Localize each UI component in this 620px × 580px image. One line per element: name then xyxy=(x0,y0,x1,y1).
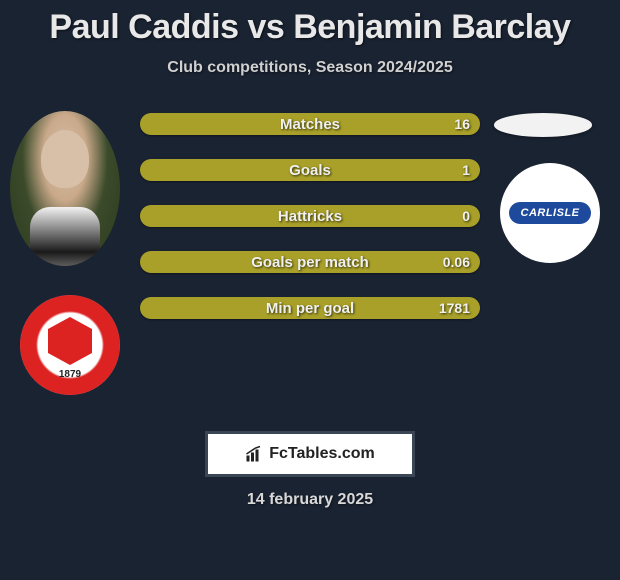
stat-value-right: 16 xyxy=(454,113,470,135)
player-left-photo xyxy=(10,111,120,266)
stat-value-right: 0 xyxy=(462,205,470,227)
page-title: Paul Caddis vs Benjamin Barclay xyxy=(0,0,620,47)
stat-label: Hattricks xyxy=(140,205,480,227)
chart-icon xyxy=(245,445,263,463)
stat-value-right: 0.06 xyxy=(443,251,470,273)
player-right-club-badge: CARLISLE xyxy=(500,163,600,263)
footer-brand-text: FcTables.com xyxy=(269,445,375,463)
stat-value-right: 1 xyxy=(462,159,470,181)
club-right-logo-text: CARLISLE xyxy=(509,202,591,224)
stat-row-matches: Matches 16 xyxy=(140,113,480,135)
footer-brand-badge: FcTables.com xyxy=(205,431,415,477)
stat-label: Matches xyxy=(140,113,480,135)
date-text: 14 february 2025 xyxy=(0,491,620,509)
stat-value-right: 1781 xyxy=(439,297,470,319)
player-left-club-badge: 1879 xyxy=(20,295,120,395)
page-subtitle: Club competitions, Season 2024/2025 xyxy=(0,59,620,77)
stat-row-goals: Goals 1 xyxy=(140,159,480,181)
stat-row-hattricks: Hattricks 0 xyxy=(140,205,480,227)
stat-label: Goals xyxy=(140,159,480,181)
stats-area: 1879 CARLISLE Matches 16 Goals 1 Hattric… xyxy=(0,113,620,393)
player-right-photo-placeholder xyxy=(494,113,592,137)
club-left-year: 1879 xyxy=(59,369,81,380)
stat-row-goals-per-match: Goals per match 0.06 xyxy=(140,251,480,273)
stat-row-min-per-goal: Min per goal 1781 xyxy=(140,297,480,319)
stat-label: Min per goal xyxy=(140,297,480,319)
stat-label: Goals per match xyxy=(140,251,480,273)
